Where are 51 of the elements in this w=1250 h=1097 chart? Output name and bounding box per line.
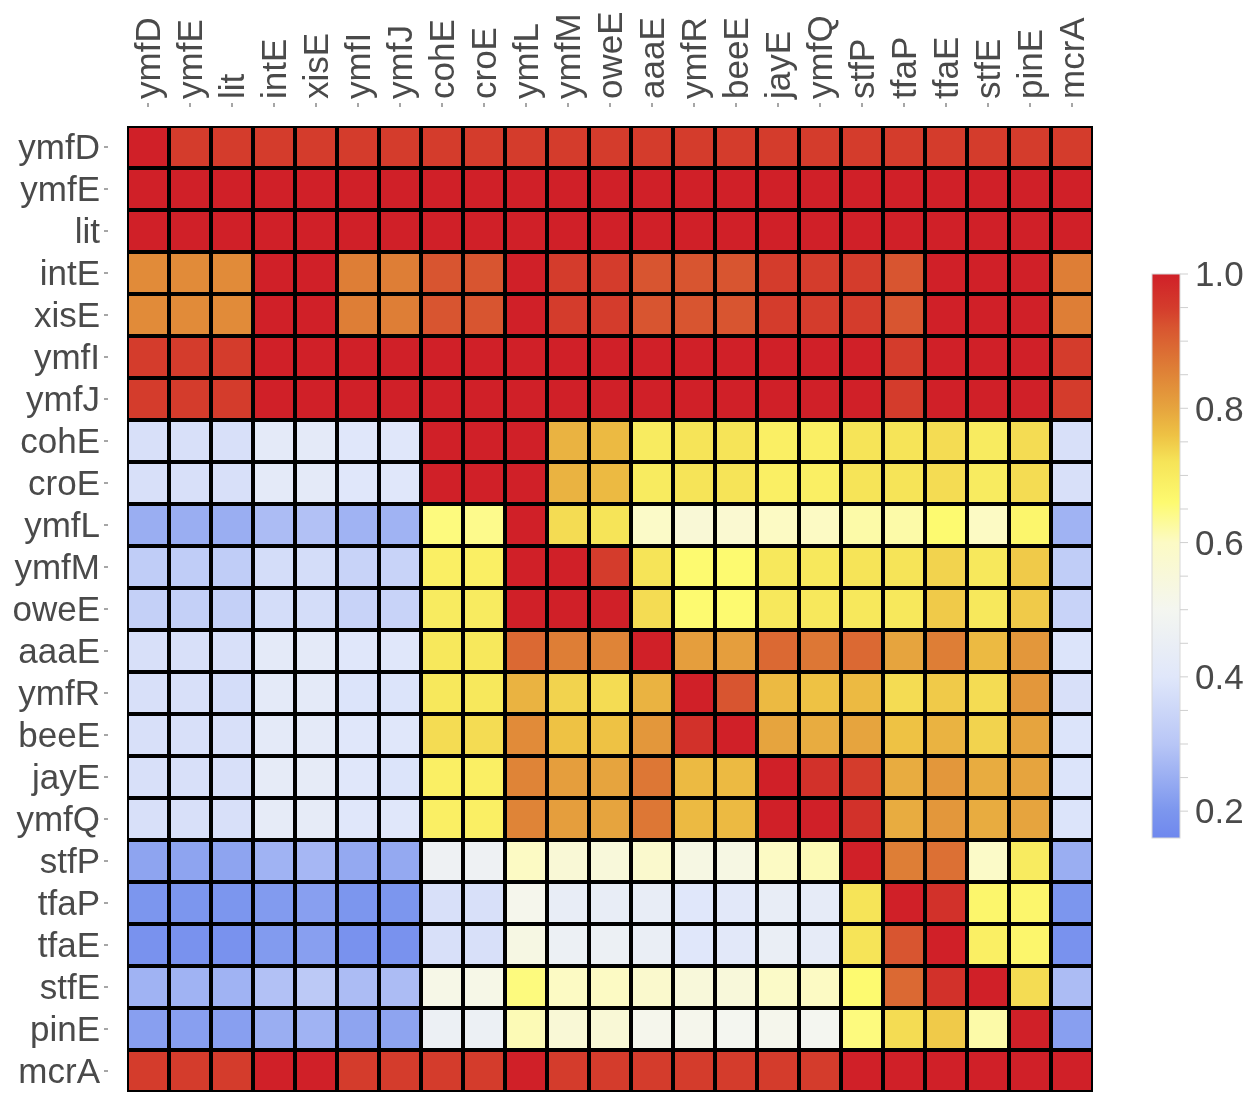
y-tick-label: aaaE	[18, 631, 100, 671]
y-tick-label: ymfD	[18, 127, 100, 167]
y-tick-label: stfE	[39, 967, 100, 1007]
color-bar-label: 1.0	[1195, 254, 1244, 294]
y-tick-label: mcrA	[18, 1051, 101, 1091]
x-tick-label: aaaE	[632, 17, 672, 99]
color-bar-label: 0.6	[1195, 522, 1244, 562]
y-tick-label: tfaP	[37, 883, 100, 923]
x-tick-label: ymfJ	[380, 25, 420, 99]
x-tick-label: tfaE	[926, 36, 966, 99]
y-tick-label: cohE	[20, 421, 100, 461]
x-tick-label: tfaP	[884, 36, 924, 99]
x-tick-label: mcrA	[1052, 16, 1092, 99]
y-tick-label: intE	[39, 253, 100, 293]
y-tick-label: lit	[74, 211, 101, 251]
x-tick-label: ymfL	[506, 23, 546, 99]
x-tick-label: stfE	[968, 38, 1008, 99]
y-tick-label: tfaE	[37, 925, 100, 965]
x-tick-label: jayE	[758, 30, 798, 100]
x-tick-label: ymfI	[338, 32, 378, 99]
x-tick-label: ymfR	[674, 17, 714, 99]
y-tick-label: ymfI	[33, 337, 100, 377]
y-tick-label: ymfM	[14, 547, 100, 587]
y-tick-label: oweE	[12, 589, 100, 629]
x-tick-label: ymfE	[170, 19, 210, 99]
color-bar-label: 0.8	[1195, 388, 1244, 428]
x-tick-label: stfP	[842, 38, 882, 99]
x-tick-label: oweE	[590, 11, 630, 99]
x-tick-label: beeE	[716, 17, 756, 99]
x-tick-label: cohE	[422, 19, 462, 99]
y-tick-label: croE	[28, 463, 100, 503]
y-tick-label: ymfR	[18, 673, 100, 713]
y-tick-label: jayE	[30, 757, 100, 797]
color-bar-label: 0.4	[1195, 657, 1244, 697]
y-tick-label: pinE	[29, 1009, 100, 1049]
x-tick-label: lit	[212, 73, 252, 99]
y-tick-label: ymfL	[24, 505, 100, 545]
x-tick-label: ymfQ	[800, 15, 840, 99]
x-tick-label: croE	[464, 27, 504, 99]
x-tick-label: pinE	[1010, 28, 1050, 99]
x-tick-label: intE	[254, 38, 294, 99]
y-tick-label: ymfQ	[16, 799, 100, 839]
y-tick-label: xisE	[33, 295, 100, 335]
x-tick-label: xisE	[296, 32, 336, 99]
y-tick-label: ymfE	[20, 169, 100, 209]
x-tick-label: ymfM	[548, 13, 588, 99]
y-tick-label: beeE	[18, 715, 100, 755]
y-tick-label: ymfJ	[26, 379, 100, 419]
color-bar-label: 0.2	[1195, 791, 1244, 831]
y-tick-label: stfP	[39, 841, 100, 881]
x-tick-label: ymfD	[128, 17, 168, 99]
